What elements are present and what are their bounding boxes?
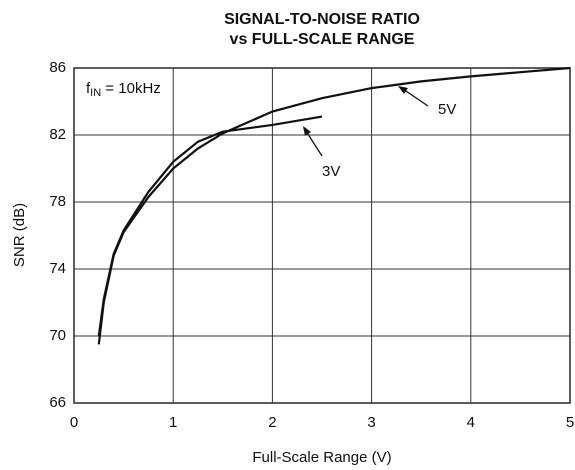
annotation: fIN = 10kHz	[86, 80, 161, 99]
y-axis-label: SNR (dB)	[11, 203, 28, 267]
annotation-text: = 10kHz	[101, 80, 161, 97]
plot-area	[73, 67, 571, 404]
chart-title: SIGNAL-TO-NOISE RATIO	[224, 11, 420, 28]
annotation-symbol: f	[86, 80, 91, 97]
y-tick-label: 82	[49, 126, 66, 143]
x-tick-label: 5	[566, 414, 574, 431]
y-tick-label: 70	[49, 327, 66, 344]
y-tick-label: 66	[49, 394, 66, 411]
chart-title: vs FULL-SCALE RANGE	[230, 31, 415, 48]
arrow-head	[303, 126, 311, 136]
annotation-subscript: IN	[90, 87, 101, 99]
series-line	[97, 115, 323, 337]
y-tick-label: 74	[49, 260, 66, 277]
y-tick-label: 78	[49, 193, 66, 210]
x-axis-label: Full-Scale Range (V)	[252, 449, 391, 466]
x-tick-label: 3	[367, 414, 375, 431]
x-tick-label: 1	[169, 414, 177, 431]
x-tick-label: 0	[70, 414, 78, 431]
y-tick-label: 86	[49, 59, 66, 76]
x-tick-label: 2	[268, 414, 276, 431]
series-line	[97, 66, 571, 345]
x-tick-label: 4	[467, 414, 475, 431]
series-label: 5V	[438, 101, 456, 118]
series-label: 3V	[322, 163, 340, 180]
arrow-head	[398, 86, 408, 94]
